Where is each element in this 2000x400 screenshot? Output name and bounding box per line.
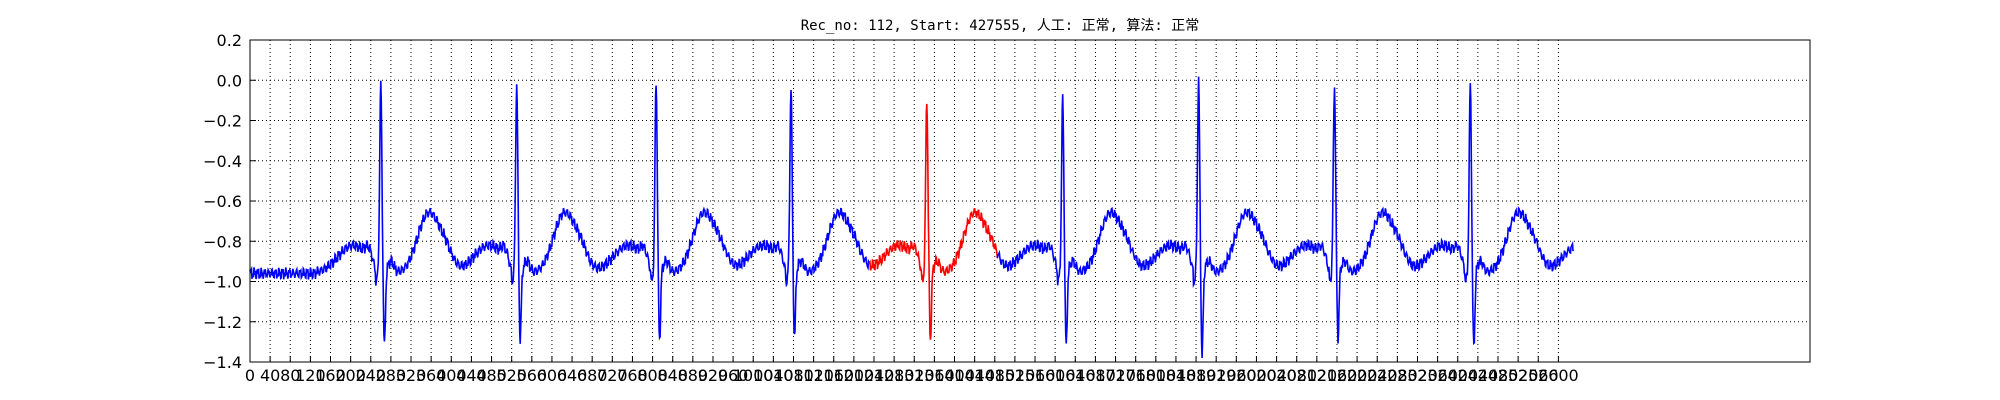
x-tick-label: 1160: [813, 366, 854, 385]
x-tick-label: 1120: [793, 366, 834, 385]
x-tick-label: 1200: [834, 366, 875, 385]
x-tick-label: 2160: [1317, 366, 1358, 385]
ecg-segment-normal-0: [249, 80, 870, 344]
x-tick-label: 1480: [974, 366, 1015, 385]
x-tick-label: 1680: [1075, 366, 1116, 385]
x-tick-label: 2280: [1377, 366, 1418, 385]
x-tick-label: 1760: [1115, 366, 1156, 385]
x-tick-label: 480: [476, 366, 507, 385]
x-tick-label: 1520: [995, 366, 1036, 385]
x-tick-label: 400: [436, 366, 467, 385]
x-tick-label: 1400: [934, 366, 975, 385]
grid: [249, 39, 1810, 363]
y-tick-label: −0.6: [203, 192, 242, 211]
x-tick-label: 1080: [773, 366, 814, 385]
x-axis: 0 40 8012016020024028032036040044048052056…: [245, 356, 1579, 385]
x-tick-label: 320: [396, 366, 427, 385]
y-tick-label: 0.0: [217, 71, 242, 90]
x-tick-label: 1560: [1015, 366, 1056, 385]
x-tick-label: 2040: [1256, 366, 1297, 385]
x-tick-label: 920: [698, 366, 729, 385]
y-tick-label: 0.2: [217, 31, 242, 50]
x-tick-label: 2600: [1538, 366, 1579, 385]
y-tick-label: −1.0: [203, 273, 242, 292]
x-tick-label: 120: [295, 366, 326, 385]
x-tick-label: 1040: [753, 366, 794, 385]
x-tick-label: 2000: [1236, 366, 1277, 385]
x-tick-label: 880: [678, 366, 709, 385]
x-tick-label: 2560: [1518, 366, 1559, 385]
ecg-segment-normal-2: [996, 76, 1575, 359]
x-tick-label: 840: [657, 366, 688, 385]
x-tick-label: 200: [335, 366, 366, 385]
x-tick-label: 2320: [1397, 366, 1438, 385]
x-tick-label: 2240: [1357, 366, 1398, 385]
x-tick-label: 2480: [1478, 366, 1519, 385]
x-tick-label: 160: [315, 366, 346, 385]
x-tick-label: 1440: [954, 366, 995, 385]
x-tick-label: 1000: [733, 366, 774, 385]
x-tick-label: 2080: [1276, 366, 1317, 385]
y-tick-label: −0.2: [203, 112, 242, 131]
x-tick-label: 720: [597, 366, 628, 385]
x-tick-label: 760: [617, 366, 648, 385]
x-tick-label: 1800: [1135, 366, 1176, 385]
x-tick-label: 560: [517, 366, 548, 385]
x-tick-label: 2520: [1498, 366, 1539, 385]
x-tick-label: 1880: [1176, 366, 1217, 385]
x-tick-label: 640: [557, 366, 588, 385]
x-tick-label: 1920: [1196, 366, 1237, 385]
ecg-segment-highlight-1: [868, 103, 999, 340]
x-tick-label: 1960: [1216, 366, 1257, 385]
x-tick-label: 280: [376, 366, 407, 385]
x-tick-label: 2440: [1458, 366, 1499, 385]
x-tick-label: 2360: [1417, 366, 1458, 385]
y-tick-label: −1.4: [203, 353, 242, 372]
x-tick-label: 1840: [1156, 366, 1197, 385]
x-tick-label: 1320: [894, 366, 935, 385]
chart-title: Rec_no: 112, Start: 427555, 人工: 正常, 算法: …: [801, 18, 1200, 34]
x-tick-label: 520: [496, 366, 527, 385]
x-tick-label: 360: [416, 366, 447, 385]
x-tick-label: 680: [577, 366, 608, 385]
y-tick-label: −0.4: [203, 152, 242, 171]
x-tick-label: 1360: [914, 366, 955, 385]
x-tick-label: 0: [245, 366, 255, 385]
x-tick-label: 40: [260, 366, 280, 385]
x-tick-label: 1720: [1095, 366, 1136, 385]
x-tick-label: 1640: [1055, 366, 1096, 385]
x-tick-label: 1240: [854, 366, 895, 385]
x-tick-label: 2400: [1437, 366, 1478, 385]
x-tick-label: 960: [718, 366, 749, 385]
y-axis: 0.2 0.0 −0.2 −0.4 −0.6 −0.8 −1.0 −1.2 −1.4: [203, 31, 256, 372]
x-tick-label: 240: [356, 366, 387, 385]
ecg-series: [249, 76, 1575, 359]
x-tick-label: 1600: [1035, 366, 1076, 385]
x-tick-label: 800: [637, 366, 668, 385]
x-tick-label: 600: [537, 366, 568, 385]
x-tick-label: 80: [280, 366, 300, 385]
x-tick-label: 2200: [1337, 366, 1378, 385]
x-tick-label: 440: [456, 366, 487, 385]
y-tick-label: −0.8: [203, 232, 242, 251]
x-tick-label: 2120: [1296, 366, 1337, 385]
y-tick-label: −1.2: [203, 313, 242, 332]
x-tick-label: 1280: [874, 366, 915, 385]
